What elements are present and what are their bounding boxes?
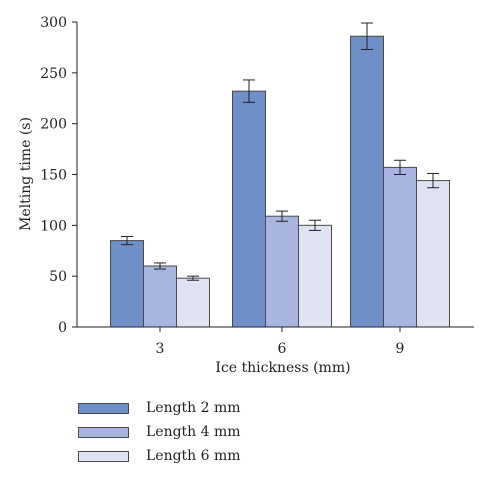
bar [416, 180, 450, 328]
legend-label: Length 4 mm [146, 424, 241, 440]
y-tick-label: 100 [40, 218, 67, 234]
y-tick-label: 0 [58, 320, 67, 336]
legend-swatch [78, 427, 129, 438]
bar [265, 215, 299, 328]
legend-label: Length 2 mm [146, 400, 241, 416]
legend-swatch [78, 403, 129, 414]
bar [350, 35, 384, 328]
y-tick-label: 300 [40, 15, 67, 31]
legend-swatch [78, 451, 129, 462]
y-axis-label: Melting time (s) [18, 117, 34, 231]
bar [298, 224, 332, 328]
y-tick-label: 50 [49, 269, 67, 285]
axes-layer: 3 6 9 0 50 100 150 200 250 300 [40, 15, 474, 357]
bar [110, 240, 144, 328]
bar [143, 265, 177, 328]
legend-label: Length 6 mm [146, 448, 241, 464]
x-tick-label: 3 [156, 341, 165, 357]
bars-layer [110, 35, 450, 328]
x-tick-label: 6 [278, 341, 287, 357]
x-axis-label: Ice thickness (mm) [215, 360, 350, 376]
error-bars-layer [121, 22, 439, 281]
bar [176, 277, 210, 328]
y-tick-label: 150 [40, 168, 67, 184]
y-tick-label: 250 [40, 66, 67, 82]
bar [232, 90, 266, 328]
bar [383, 166, 417, 328]
y-tick-label: 200 [40, 117, 67, 133]
x-tick-label: 9 [396, 341, 405, 357]
